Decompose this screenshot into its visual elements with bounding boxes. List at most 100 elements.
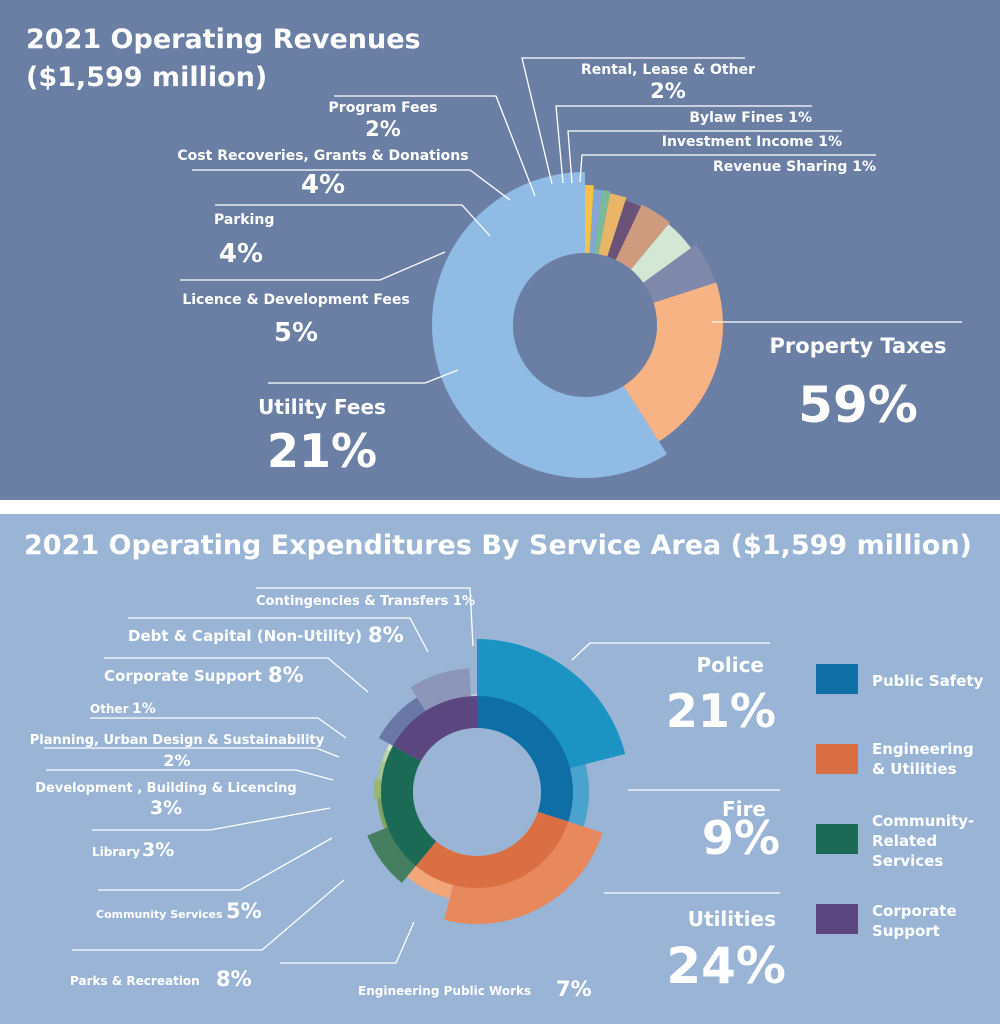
label-debt-capital: Debt & Capital (Non-Utility) <box>128 627 362 645</box>
label-utilities: Utilities <box>688 907 776 931</box>
leader-line-revenue-sharing <box>579 154 876 183</box>
label-planning: Planning, Urban Design & Sustainability <box>30 733 325 748</box>
leader-line-parking <box>215 204 491 237</box>
leader-line-police <box>571 642 770 661</box>
revenue-slice-utility-fees <box>623 282 723 442</box>
percent-development: 3% <box>150 797 182 819</box>
percent-licence: 5% <box>274 318 318 348</box>
percent-community-services: 5% <box>226 899 262 923</box>
label-fire: Fire <box>722 797 766 821</box>
percent-eng-public-works: 7% <box>556 977 592 1001</box>
legend-swatch-corporate <box>816 904 858 934</box>
legend-swatch-engineering <box>816 744 858 774</box>
label-parking: Parking <box>214 212 274 228</box>
percent-debt-capital: 8% <box>368 623 404 647</box>
percent-cost-recoveries: 4% <box>301 170 345 200</box>
label-utility-fees: Utility Fees <box>258 395 386 419</box>
revenue-slice-cost-recoveries-grants-donations <box>615 204 670 270</box>
revenue-leader-lines <box>180 57 962 384</box>
leader-line-bylaw <box>555 105 812 184</box>
label-licence: Licence & Development Fees <box>182 292 409 308</box>
label-property-taxes: Property Taxes <box>770 334 947 358</box>
label-contingencies: Contingencies & Transfers 1% <box>256 594 475 609</box>
legend-label-community-3: Services <box>872 852 943 870</box>
expenditure-sunburst-hole <box>413 728 541 856</box>
expenditure-inner-slice-public-safety <box>477 696 574 822</box>
revenue-slice-parking <box>630 224 691 283</box>
label-library: Library <box>92 845 140 859</box>
percent-fire: 9% <box>702 811 780 865</box>
percent-utility-fees: 21% <box>267 424 377 478</box>
legend-label-community-2: Related <box>872 832 937 850</box>
label-investment: Investment Income 1% <box>662 134 842 150</box>
label-program-fees: Program Fees <box>329 100 438 116</box>
percent-rental: 2% <box>650 79 686 103</box>
legend-label-public-safety: Public Safety <box>872 672 984 690</box>
revenue-slice-revenue-sharing <box>585 185 594 254</box>
legend-label-engineering-2: & Utilities <box>872 760 957 778</box>
revenue-slice-property-taxes <box>432 172 667 478</box>
leader-line-utility-fees <box>268 369 459 384</box>
label-other: Other <box>90 702 129 716</box>
revenue-slice-program-fees <box>607 200 641 260</box>
label-police: Police <box>696 653 764 677</box>
leader-line-parks <box>72 879 345 951</box>
label-community-services: Community Services <box>96 908 223 921</box>
label-corporate-support: Corporate Support <box>104 667 262 685</box>
revenue-title-line1: 2021 Operating Revenues <box>26 24 421 55</box>
label-parks: Parks & Recreation <box>70 974 200 988</box>
leader-line-licence <box>180 251 446 281</box>
leader-line-development <box>46 769 334 781</box>
revenue-slice-investment-income <box>589 189 603 254</box>
leader-line-debt-capital <box>128 617 429 653</box>
expenditure-legend: Public Safety Engineering & Utilities Co… <box>816 664 984 940</box>
percent-program-fees: 2% <box>365 117 401 141</box>
label-revenue-sharing: Revenue Sharing 1% <box>713 159 876 175</box>
legend-swatch-community <box>816 824 858 854</box>
revenue-slice-rental-lease-other <box>598 193 627 257</box>
label-bylaw: Bylaw Fines 1% <box>689 110 812 126</box>
percent-other: 1% <box>132 701 156 717</box>
leader-line-library <box>92 807 331 831</box>
percent-property-taxes: 59% <box>798 376 918 434</box>
leader-line-eng-public-works <box>280 921 415 964</box>
percent-police: 21% <box>666 684 776 738</box>
label-cost-recoveries: Cost Recoveries, Grants & Donations <box>177 148 468 164</box>
revenue-title-line2: ($1,599 million) <box>26 62 267 93</box>
revenue-slice-licence-development-fees <box>643 244 716 303</box>
revenue-donut <box>432 172 723 478</box>
legend-label-community-1: Community- <box>872 812 974 830</box>
label-development: Development , Building & Licencing <box>35 781 296 796</box>
leader-line-corporate-support <box>104 657 369 693</box>
percent-corporate-support: 8% <box>268 663 304 687</box>
percent-utilities: 24% <box>666 937 786 995</box>
percent-parks: 8% <box>216 967 252 991</box>
percent-parking: 4% <box>219 239 263 269</box>
label-rental: Rental, Lease & Other <box>581 62 755 78</box>
expenditure-leader-lines <box>44 587 780 964</box>
leader-line-program-fees <box>334 95 536 197</box>
leader-line-other <box>90 717 347 739</box>
percent-library: 3% <box>142 839 174 861</box>
legend-label-corporate-2: Support <box>872 922 940 940</box>
expenditure-inner-slice-engineering-utilities <box>415 811 569 888</box>
revenue-slice-bylaw-fines <box>594 190 611 255</box>
revenue-donut-hole <box>513 253 657 397</box>
percent-planning: 2% <box>163 751 190 770</box>
panel-divider <box>0 500 1000 514</box>
expenditure-inner-slice-corporate-support <box>392 696 477 762</box>
legend-swatch-public-safety <box>816 664 858 694</box>
leader-line-cost-recoveries <box>192 169 511 201</box>
leader-line-contingencies <box>256 587 474 647</box>
expenditure-inner-slice-community-related-services <box>381 745 437 866</box>
legend-label-corporate-1: Corporate <box>872 902 957 920</box>
leader-line-investment <box>567 130 842 184</box>
expenditure-title: 2021 Operating Expenditures By Service A… <box>24 530 972 561</box>
legend-label-engineering-1: Engineering <box>872 740 974 758</box>
leader-line-rental <box>521 57 745 185</box>
leader-line-community-services <box>98 837 333 891</box>
leader-line-planning <box>44 747 340 758</box>
expenditure-sunburst <box>367 639 626 924</box>
label-eng-public-works: Engineering Public Works <box>358 984 531 998</box>
